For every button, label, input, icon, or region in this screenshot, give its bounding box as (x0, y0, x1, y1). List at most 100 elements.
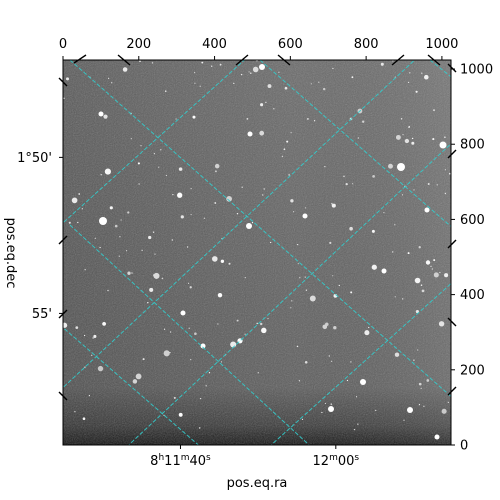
star (217, 292, 223, 298)
star (438, 321, 445, 327)
star (250, 72, 252, 74)
star (413, 189, 415, 191)
star (161, 277, 164, 280)
plot-frame (62, 59, 452, 446)
star (415, 90, 418, 93)
coordinate-grid (63, 60, 451, 445)
star (88, 395, 90, 397)
star (371, 229, 375, 233)
star (401, 194, 404, 196)
star (403, 419, 405, 421)
star (324, 402, 326, 405)
star (281, 155, 284, 158)
bright-star (246, 223, 252, 229)
star (164, 90, 167, 93)
star (188, 282, 190, 284)
star (261, 194, 264, 196)
star (328, 355, 330, 357)
star (318, 81, 320, 83)
top-tick-label: 200 (126, 37, 151, 52)
star (246, 118, 249, 120)
star (203, 217, 206, 219)
star (423, 405, 425, 407)
star (273, 108, 275, 110)
star (424, 74, 429, 80)
star (99, 246, 101, 249)
star (252, 66, 259, 73)
star (236, 319, 239, 322)
star (372, 175, 375, 178)
star (355, 396, 358, 398)
star (310, 83, 312, 85)
star (394, 224, 396, 226)
star (331, 203, 336, 208)
star (427, 183, 430, 185)
star (153, 153, 155, 155)
star (163, 350, 170, 357)
bright-star (439, 141, 447, 149)
star (301, 418, 304, 420)
top-tick-label: 0 (59, 37, 67, 52)
star (411, 141, 415, 145)
star (420, 387, 422, 390)
star (299, 277, 301, 279)
star (290, 307, 292, 309)
star (441, 408, 447, 414)
star (430, 265, 432, 267)
y-axis-label: pos.eq.dec (3, 218, 18, 289)
star (140, 145, 142, 147)
star (180, 215, 184, 219)
star (226, 196, 232, 202)
star (298, 380, 300, 382)
right-tick-label: 600 (460, 213, 485, 228)
star (127, 211, 130, 214)
bright-star (381, 268, 387, 274)
star (94, 237, 96, 239)
star (267, 84, 272, 89)
star (173, 396, 176, 399)
star (383, 212, 385, 214)
star (407, 252, 410, 255)
star (152, 231, 155, 233)
image-noise (63, 60, 451, 445)
star (120, 219, 122, 221)
star (178, 412, 183, 417)
star (409, 72, 411, 74)
star (104, 168, 111, 175)
star (190, 188, 192, 190)
star (353, 428, 356, 431)
star (93, 334, 97, 338)
star (296, 345, 299, 348)
star (432, 138, 435, 141)
star (257, 372, 259, 374)
star (151, 62, 154, 64)
star (313, 120, 316, 122)
star (138, 183, 140, 185)
star (286, 140, 289, 143)
star (290, 199, 294, 203)
grid-edge-mark (447, 386, 457, 396)
star (118, 255, 120, 257)
star (107, 77, 110, 79)
star (411, 137, 414, 140)
star (82, 417, 86, 421)
bright-star (259, 64, 265, 70)
star (448, 172, 451, 175)
star (132, 379, 138, 384)
star (431, 268, 433, 270)
star (433, 109, 435, 111)
star (265, 101, 267, 104)
star (322, 324, 328, 330)
star (211, 65, 213, 67)
grid-edge-mark (58, 77, 68, 87)
x-axis-label: pos.eq.ra (227, 476, 288, 491)
star (260, 322, 263, 326)
grid-line (127, 143, 451, 445)
star (142, 358, 145, 361)
bright-star (328, 406, 334, 412)
star (214, 202, 217, 204)
star (324, 166, 326, 168)
star (149, 287, 154, 292)
star (444, 192, 447, 195)
